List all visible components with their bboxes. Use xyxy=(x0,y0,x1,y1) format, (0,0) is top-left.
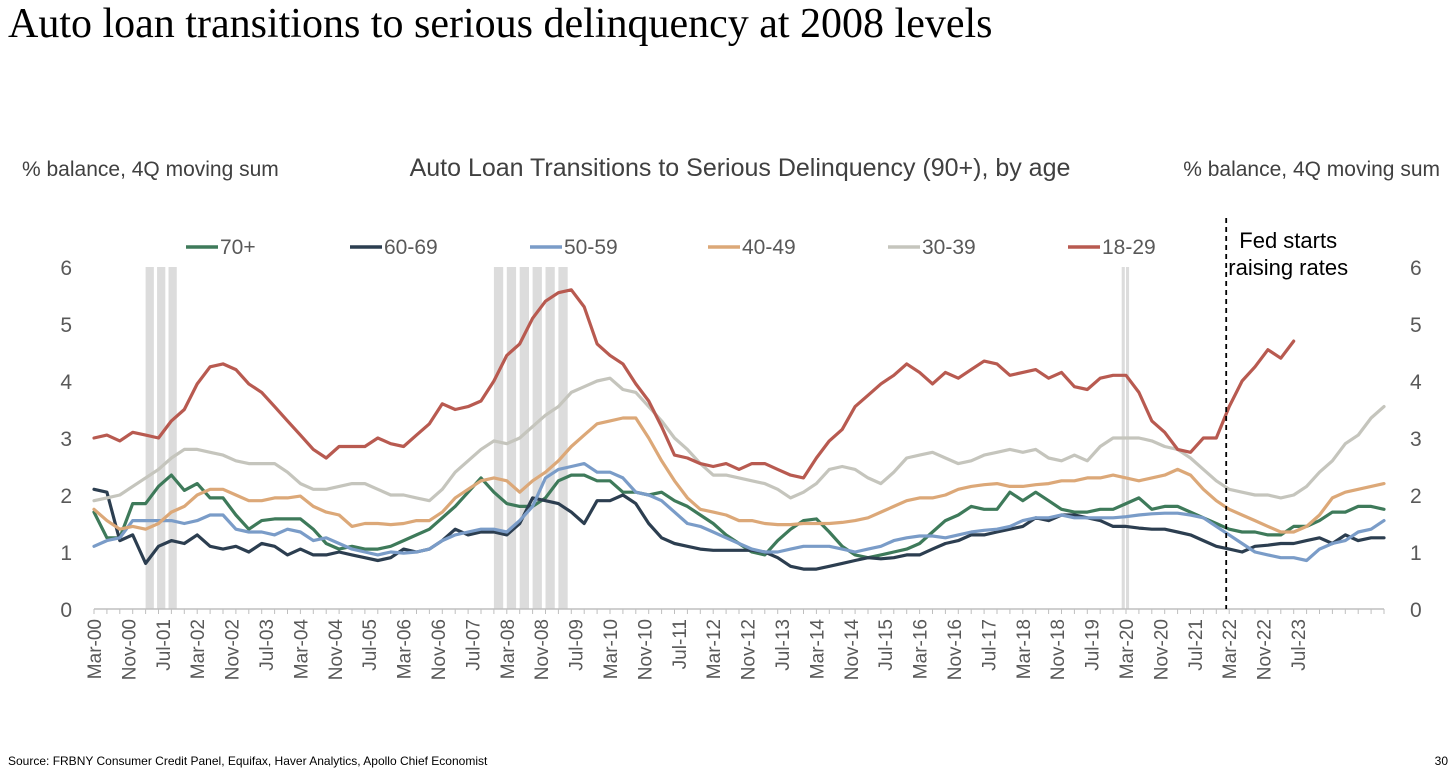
x-tick-label: Mar-08 xyxy=(498,619,519,679)
recession-stripe xyxy=(519,267,529,609)
y-tick-label-right: 4 xyxy=(1410,371,1422,394)
recession-stripe xyxy=(506,267,517,609)
legend-label: 30-39 xyxy=(922,236,976,259)
annotation-text: raising rates xyxy=(1228,255,1348,280)
y-tick-label-left: 2 xyxy=(60,485,72,508)
recession-stripe xyxy=(145,267,154,609)
x-tick-label: Mar-16 xyxy=(911,619,932,679)
legend-item: 50-59 xyxy=(530,236,618,259)
legend-label: 40-49 xyxy=(742,236,796,259)
x-tick-label: Jul-17 xyxy=(979,619,1000,671)
x-tick-label: Mar-06 xyxy=(395,619,416,679)
y-axis-label-right: % balance, 4Q moving sum xyxy=(1183,158,1440,181)
x-tick-label: Jul-21 xyxy=(1186,619,1207,671)
legend-item: 60-69 xyxy=(350,236,438,259)
x-tick-label: Jul-07 xyxy=(463,619,484,671)
y-tick-label-right: 2 xyxy=(1410,485,1422,508)
x-tick-label: Nov-14 xyxy=(842,619,863,681)
y-tick-label-left: 1 xyxy=(60,542,72,565)
y-tick-label-right: 5 xyxy=(1410,314,1422,337)
x-tick-label: Jul-01 xyxy=(154,619,175,671)
x-tick-label: Nov-02 xyxy=(223,619,244,680)
x-tick-label: Mar-00 xyxy=(85,619,106,679)
recession-band-0 xyxy=(145,267,177,609)
x-tick-label: Mar-22 xyxy=(1220,619,1241,679)
legend-item: 18-29 xyxy=(1068,236,1156,259)
annotation-text: Fed starts xyxy=(1239,228,1337,253)
series-line-18-29 xyxy=(92,288,1296,480)
x-tick-label: Mar-10 xyxy=(601,619,622,679)
y-tick-label-left: 3 xyxy=(60,428,72,451)
source-note: Source: FRBNY Consumer Credit Panel, Equ… xyxy=(8,754,488,768)
legend-item: 40-49 xyxy=(708,236,796,259)
y-tick-label-left: 4 xyxy=(60,371,72,394)
x-tick-label: Jul-09 xyxy=(567,619,588,671)
x-tick-label: Nov-10 xyxy=(635,619,656,680)
recession-band-1 xyxy=(493,267,568,609)
y-tick-label-left: 6 xyxy=(60,257,72,280)
x-tick-label: Jul-15 xyxy=(876,619,897,671)
legend-item: 30-39 xyxy=(888,236,976,259)
x-tick-label: Mar-12 xyxy=(704,619,725,679)
x-tick-label: Nov-04 xyxy=(326,619,347,681)
series-line-60-69 xyxy=(92,487,1386,571)
x-tick-label: Mar-02 xyxy=(188,619,209,679)
x-tick-label: Nov-00 xyxy=(119,619,140,680)
x-tick-label: Mar-14 xyxy=(807,619,828,680)
y-tick-label-right: 0 xyxy=(1410,599,1422,622)
x-tick-label: Jul-03 xyxy=(257,619,278,671)
x-tick-label: Mar-20 xyxy=(1117,619,1138,679)
recession-stripe xyxy=(168,267,177,609)
legend-label: 70+ xyxy=(220,236,256,259)
recession-stripe xyxy=(532,267,542,609)
x-tick-label: Nov-22 xyxy=(1255,619,1276,680)
x-tick-label: Jul-23 xyxy=(1289,619,1310,671)
x-tick-label: Nov-08 xyxy=(532,619,553,680)
series-line-50-59 xyxy=(92,462,1386,563)
y-tick-label-right: 1 xyxy=(1410,542,1422,565)
x-tick-label: Nov-16 xyxy=(945,619,966,680)
x-tick-label: Nov-20 xyxy=(1151,619,1172,680)
recession-stripe xyxy=(545,267,555,609)
legend-label: 60-69 xyxy=(384,236,438,259)
recession-stripe xyxy=(157,267,166,609)
y-tick-label-left: 0 xyxy=(60,599,72,622)
page-headline: Auto loan transitions to serious delinqu… xyxy=(8,1,993,47)
y-tick-label-left: 5 xyxy=(60,314,72,337)
recession-stripe xyxy=(558,267,568,609)
legend-label: 50-59 xyxy=(564,236,618,259)
legend-item: 70+ xyxy=(186,236,256,259)
series-line-30-39 xyxy=(92,376,1386,503)
page-number: 30 xyxy=(1434,754,1448,768)
y-axis-label-left: % balance, 4Q moving sum xyxy=(22,158,279,181)
x-tick-label: Jul-13 xyxy=(773,619,794,671)
legend-label: 18-29 xyxy=(1102,236,1156,259)
x-tick-label: Mar-18 xyxy=(1014,619,1035,679)
x-tick-label: Nov-06 xyxy=(429,619,450,680)
x-tick-label: Mar-04 xyxy=(291,619,312,680)
recession-stripe xyxy=(493,267,504,609)
x-tick-label: Nov-12 xyxy=(739,619,760,680)
delinquency-line-chart: 0 0 1 1 2 2 3 3 4 4 5 5 6 6 Mar-00 Nov-00 Jul-01 Mar-02 No… xyxy=(60,218,1422,681)
y-tick-label-right: 6 xyxy=(1410,257,1422,280)
chart-title: Auto Loan Transitions to Serious Delinqu… xyxy=(409,154,1071,182)
y-tick-label-right: 3 xyxy=(1410,428,1422,451)
x-tick-label: Jul-05 xyxy=(360,619,381,671)
x-tick-label: Jul-11 xyxy=(670,619,691,669)
series-line-40-49 xyxy=(92,416,1386,534)
x-tick-label: Jul-19 xyxy=(1083,619,1104,671)
x-tick-label: Nov-18 xyxy=(1048,619,1069,680)
